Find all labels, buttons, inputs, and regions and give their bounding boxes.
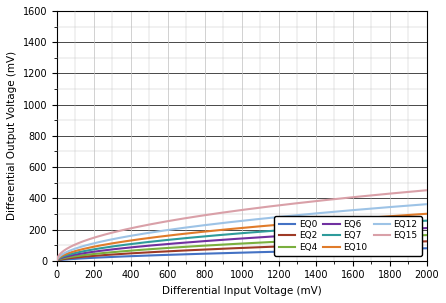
EQ7 (54, 259, 59, 263)
EQ12 (394, 205, 400, 208)
EQ12 (54, 259, 59, 263)
EQ0 (213, 251, 218, 255)
Line: EQ4: EQ4 (57, 235, 427, 261)
EQ6 (394, 228, 400, 231)
Line: EQ0: EQ0 (57, 248, 427, 261)
EQ15 (54, 259, 59, 263)
EQ2 (323, 243, 328, 247)
EQ2 (54, 259, 59, 263)
EQ12 (413, 203, 418, 207)
EQ10 (54, 259, 59, 263)
EQ7 (213, 234, 218, 237)
EQ0 (54, 259, 59, 263)
EQ7 (323, 225, 328, 229)
EQ12 (230, 220, 235, 224)
Line: EQ6: EQ6 (57, 228, 427, 261)
EQ15 (424, 188, 429, 192)
EQ7 (424, 219, 429, 222)
EQ10 (230, 227, 235, 231)
X-axis label: Differential Input Voltage (mV): Differential Input Voltage (mV) (162, 286, 322, 296)
EQ4 (210, 243, 215, 247)
EQ10 (213, 229, 218, 232)
Line: EQ15: EQ15 (57, 190, 427, 261)
EQ15 (213, 212, 218, 215)
EQ12 (210, 222, 215, 226)
EQ0 (413, 247, 418, 250)
EQ7 (413, 219, 418, 223)
EQ6 (230, 237, 235, 241)
EQ15 (413, 189, 418, 193)
EQ6 (323, 231, 328, 235)
EQ0 (394, 247, 400, 251)
EQ7 (210, 234, 215, 238)
Line: EQ12: EQ12 (57, 204, 427, 261)
EQ12 (213, 222, 218, 226)
EQ6 (54, 259, 59, 263)
EQ4 (54, 259, 59, 263)
EQ10 (323, 219, 328, 223)
EQ6 (413, 227, 418, 230)
EQ0 (424, 246, 429, 250)
EQ0 (230, 251, 235, 255)
EQ2 (394, 241, 400, 244)
Y-axis label: Differential Output Voltage (mV): Differential Output Voltage (mV) (7, 51, 17, 220)
EQ15 (210, 212, 215, 216)
EQ4 (213, 243, 218, 247)
EQ10 (424, 212, 429, 216)
EQ4 (413, 234, 418, 237)
EQ6 (213, 238, 218, 242)
EQ2 (413, 240, 418, 244)
EQ15 (230, 209, 235, 213)
EQ10 (210, 229, 215, 233)
EQ0 (323, 249, 328, 252)
EQ12 (424, 202, 429, 206)
EQ4 (424, 233, 429, 237)
EQ6 (210, 239, 215, 242)
Line: EQ7: EQ7 (57, 221, 427, 261)
EQ2 (213, 247, 218, 251)
EQ2 (424, 239, 429, 243)
EQ7 (230, 232, 235, 236)
EQ4 (323, 238, 328, 241)
Line: EQ10: EQ10 (57, 214, 427, 261)
EQ12 (323, 211, 328, 214)
EQ4 (394, 235, 400, 238)
EQ7 (394, 221, 400, 224)
EQ15 (323, 198, 328, 202)
EQ2 (230, 247, 235, 250)
EQ4 (230, 242, 235, 246)
EQ10 (394, 214, 400, 218)
Line: EQ2: EQ2 (57, 241, 427, 261)
Legend: EQ0, EQ2, EQ4, EQ6, EQ7, EQ10, EQ12, EQ15: EQ0, EQ2, EQ4, EQ6, EQ7, EQ10, EQ12, EQ1… (274, 216, 422, 256)
EQ10 (413, 213, 418, 216)
EQ2 (210, 247, 215, 251)
EQ15 (394, 191, 400, 195)
EQ6 (424, 226, 429, 230)
EQ0 (210, 252, 215, 255)
